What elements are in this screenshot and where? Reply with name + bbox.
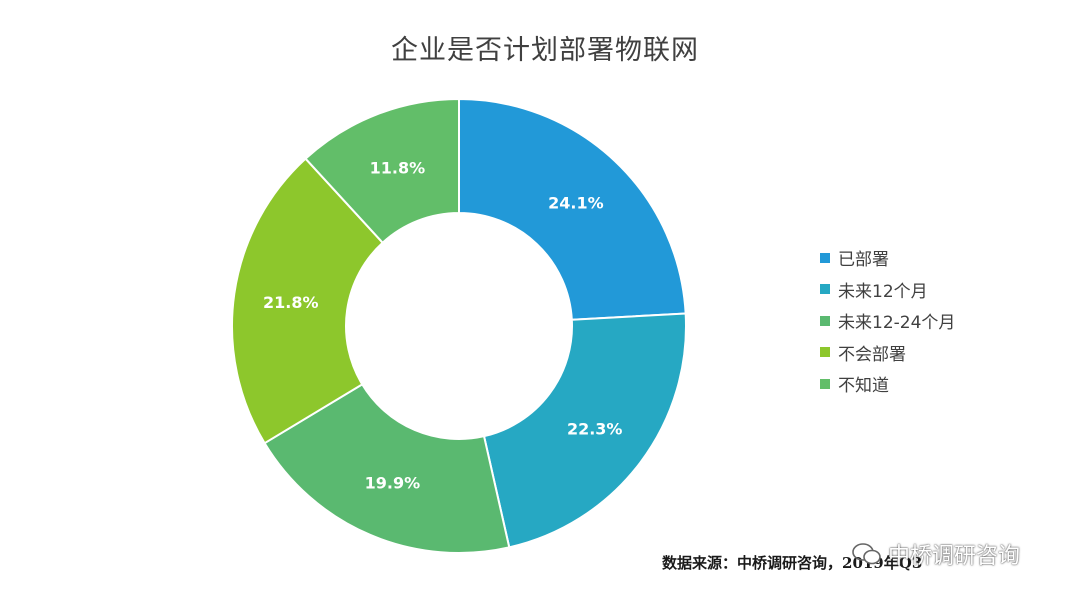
slice-data-label-2: 22.3% (567, 419, 623, 438)
donut-slice-2 (482, 312, 687, 549)
legend-label: 不知道 (838, 376, 889, 397)
legend-swatch (820, 284, 830, 295)
legend-label: 已部署 (838, 250, 889, 271)
slice-data-label-4: 21.8% (263, 293, 319, 312)
legend-swatch (820, 378, 830, 389)
legend-label: 未来12个月 (838, 281, 928, 302)
wechat-icon (852, 543, 881, 565)
legend-item-1: 已部署 (820, 242, 955, 274)
chart-legend: 已部署未来12个月未来12-24个月 不会部署不知道 (820, 242, 955, 400)
slice-data-label-5: 11.8% (370, 159, 426, 178)
legend-label: 不会部署 (838, 344, 906, 365)
donut-slice-1 (458, 97, 687, 321)
donut-slice-4 (231, 157, 385, 445)
watermark: 中桥调研咨询 (852, 538, 1020, 570)
legend-item-2: 未来12个月 (820, 274, 955, 306)
legend-swatch (820, 252, 830, 263)
legend-swatch (820, 347, 830, 358)
slice-data-label-1: 24.1% (548, 194, 604, 213)
legend-item-3: 未来12-24个月 (820, 305, 955, 337)
donut-slice-5 (304, 97, 460, 245)
chart-title: 企业是否计划部署物联网 (391, 35, 699, 66)
legend-label: 未来12-24个月 (838, 313, 956, 334)
legend-item-5: 不知道 (820, 368, 955, 400)
legend-swatch (820, 315, 830, 326)
legend-item-4: 不会部署 (820, 337, 955, 369)
donut-slice-3 (263, 382, 511, 554)
watermark-text: 中桥调研咨询 (888, 544, 1021, 569)
slice-data-label-3: 19.9% (365, 473, 421, 492)
